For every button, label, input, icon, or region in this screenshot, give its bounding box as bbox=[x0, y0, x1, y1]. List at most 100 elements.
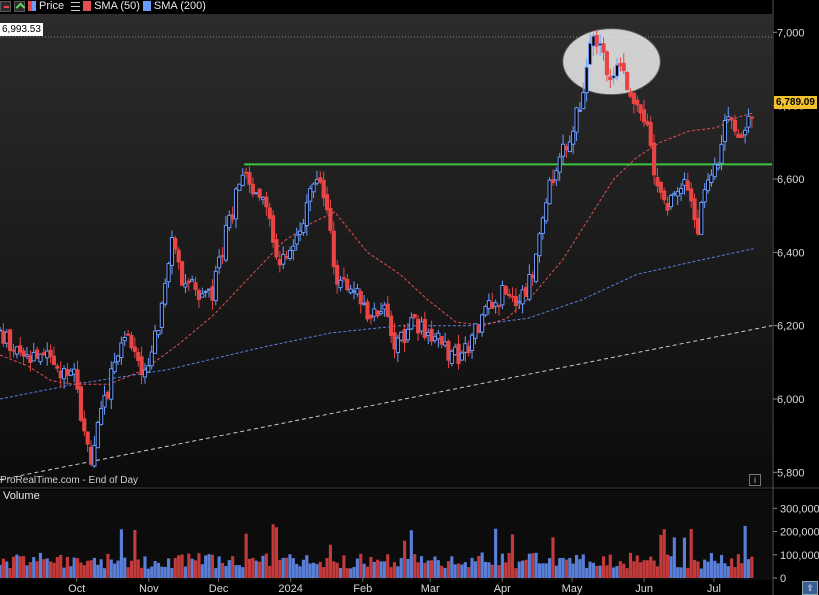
candle-body bbox=[395, 337, 400, 354]
volume-bar bbox=[632, 561, 636, 578]
candle-body bbox=[486, 300, 491, 309]
volume-bar bbox=[740, 563, 744, 578]
candle-body bbox=[129, 335, 134, 349]
volume-bar bbox=[372, 561, 376, 578]
volume-bar bbox=[220, 562, 225, 578]
candle-body bbox=[412, 313, 417, 318]
candle-body bbox=[621, 62, 626, 71]
volume-bar bbox=[244, 533, 248, 578]
volume-bar bbox=[251, 557, 255, 578]
volume-bar bbox=[419, 556, 424, 578]
candle-body bbox=[402, 329, 407, 343]
candle-body bbox=[186, 280, 191, 284]
volume-bar bbox=[305, 555, 309, 578]
volume-bar bbox=[59, 555, 63, 578]
scroll-up-icon[interactable]: ⇧ bbox=[802, 581, 818, 595]
volume-bar bbox=[612, 567, 616, 578]
candle-body bbox=[507, 293, 512, 296]
volume-bar bbox=[392, 562, 397, 578]
volume-bar bbox=[433, 556, 437, 578]
volume-bar bbox=[187, 553, 191, 578]
time-tick-label: Apr bbox=[494, 583, 511, 595]
volume-tick-label: 100,000 bbox=[780, 550, 819, 562]
volume-tick-label: 0 bbox=[780, 573, 786, 585]
price-legend-label[interactable]: Price bbox=[39, 0, 65, 12]
price-tick-label: 6,200 bbox=[777, 321, 805, 333]
candle-body bbox=[58, 370, 63, 379]
candle-body bbox=[132, 346, 137, 352]
volume-bar bbox=[146, 568, 150, 578]
candle-body bbox=[345, 279, 350, 291]
candle-body bbox=[250, 183, 255, 195]
volume-bar bbox=[527, 553, 531, 578]
volume-bar bbox=[719, 555, 724, 578]
candle-body bbox=[244, 171, 249, 174]
volume-bar bbox=[5, 561, 9, 578]
volume-bar bbox=[247, 558, 252, 578]
volume-bar bbox=[467, 567, 471, 578]
candle-body bbox=[92, 444, 97, 467]
indicator-list-icon[interactable] bbox=[71, 1, 81, 11]
candle-body bbox=[102, 395, 107, 408]
sma200-legend-label[interactable]: SMA (200) bbox=[153, 0, 206, 12]
volume-bar bbox=[601, 556, 606, 578]
volume-bar bbox=[746, 559, 751, 578]
volume-bar bbox=[703, 559, 707, 578]
volume-legend-label[interactable]: Volume bbox=[3, 490, 40, 502]
volume-bar bbox=[581, 554, 585, 578]
volume-bar bbox=[544, 563, 548, 578]
volume-bar bbox=[598, 565, 602, 578]
volume-bar bbox=[507, 553, 511, 578]
close-chart-icon[interactable] bbox=[0, 0, 11, 12]
sma50-legend-label[interactable]: SMA (50) bbox=[94, 0, 140, 12]
volume-bar bbox=[692, 559, 697, 578]
candle-body bbox=[561, 143, 566, 157]
candle-body bbox=[335, 265, 340, 285]
last-price-label: 6,789.09 bbox=[774, 96, 817, 109]
volume-bar bbox=[325, 558, 329, 578]
volume-bar bbox=[750, 556, 754, 578]
volume-bar bbox=[177, 555, 181, 578]
volume-bar bbox=[588, 561, 592, 578]
volume-bar bbox=[173, 557, 177, 578]
volume-bar bbox=[561, 557, 565, 578]
volume-bar bbox=[605, 565, 609, 578]
candle-body bbox=[682, 179, 687, 186]
candle-body bbox=[584, 66, 589, 94]
candle-body bbox=[685, 180, 690, 191]
candle-body bbox=[308, 188, 313, 202]
candle-body bbox=[78, 386, 83, 421]
candle-body bbox=[82, 418, 87, 432]
candle-body bbox=[419, 321, 424, 332]
volume-bar bbox=[190, 558, 194, 578]
volume-bar bbox=[423, 562, 427, 578]
volume-bar bbox=[709, 552, 713, 578]
info-icon[interactable]: i bbox=[749, 474, 761, 486]
volume-bar bbox=[595, 565, 599, 578]
candle-body bbox=[476, 325, 481, 334]
candle-body bbox=[594, 35, 599, 47]
candle-body bbox=[544, 202, 549, 222]
volume-bar bbox=[15, 554, 19, 578]
candle-body bbox=[699, 201, 704, 235]
time-tick-label: Mar bbox=[421, 583, 440, 595]
expand-icon[interactable] bbox=[14, 0, 25, 12]
volume-bar bbox=[365, 566, 370, 578]
volume-bar bbox=[477, 555, 481, 578]
candle-body bbox=[591, 35, 596, 47]
volume-bar bbox=[706, 561, 710, 578]
candle-body bbox=[490, 301, 495, 309]
candle-body bbox=[109, 368, 114, 400]
volume-bar bbox=[231, 556, 235, 578]
volume-bar bbox=[274, 527, 279, 578]
volume-bar bbox=[625, 568, 629, 578]
candle-body bbox=[355, 288, 360, 295]
volume-bar bbox=[689, 528, 693, 578]
volume-bar bbox=[79, 562, 83, 578]
candle-body bbox=[520, 289, 525, 305]
candle-body bbox=[274, 239, 279, 258]
volume-bar bbox=[655, 566, 660, 578]
volume-bar bbox=[170, 568, 174, 578]
volume-bar bbox=[615, 566, 619, 578]
volume-bar bbox=[413, 554, 417, 578]
